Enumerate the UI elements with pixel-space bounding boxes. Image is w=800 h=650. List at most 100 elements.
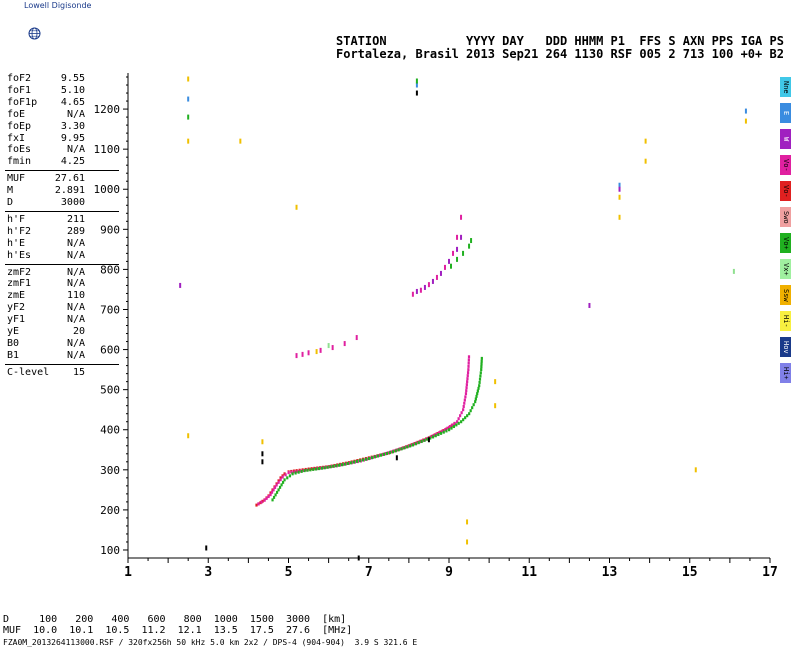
- echo-mark: [303, 469, 306, 473]
- echo-mark: [479, 371, 482, 375]
- echo-mark: [187, 114, 190, 120]
- param-value: 289: [66, 225, 85, 237]
- param-row-hf2: h'F2 289: [7, 226, 85, 238]
- x-tick-label: 1: [124, 565, 132, 580]
- param-row-fof2: foF2 9.55: [7, 73, 85, 85]
- param-row-ye: yE 20: [7, 326, 85, 338]
- param-row-fmin: fmin 4.25: [7, 156, 85, 168]
- param-name: D: [7, 197, 14, 208]
- echo-mark: [464, 395, 467, 399]
- echo-mark: [420, 440, 423, 444]
- echo-mark: [455, 423, 458, 427]
- echo-mark: [343, 462, 346, 466]
- echo-mark: [297, 470, 300, 474]
- param-row-fxi: fxI 9.95: [7, 133, 85, 145]
- echo-mark: [419, 287, 422, 293]
- echo-mark: [476, 389, 479, 393]
- echo-mark: [644, 158, 647, 164]
- echo-mark: [364, 457, 367, 461]
- echo-mark: [414, 442, 417, 446]
- echo-mark: [456, 256, 459, 262]
- echo-mark: [478, 384, 481, 388]
- param-name: fmin: [7, 156, 32, 168]
- param-value: N/A: [66, 237, 85, 249]
- param-name: zmF2: [7, 266, 32, 278]
- echo-mark: [277, 488, 280, 492]
- echo-mark: [427, 437, 430, 443]
- echo-mark: [329, 465, 332, 469]
- echo-mark: [396, 448, 399, 452]
- param-separator: [5, 263, 119, 265]
- param-row-m: M 2.891: [7, 185, 85, 197]
- y-tick-label: 200: [100, 504, 120, 517]
- echo-mark: [462, 404, 465, 408]
- legend-item: E: [780, 103, 791, 123]
- echo-mark: [494, 379, 497, 385]
- param-value: 3.30: [60, 120, 85, 132]
- echo-mark: [476, 392, 479, 396]
- echo-mark: [409, 444, 412, 448]
- legend-item: Ssw: [780, 285, 791, 305]
- echo-mark: [352, 460, 355, 464]
- echo-mark: [385, 451, 389, 455]
- echo-mark: [281, 480, 285, 484]
- echo-mark: [446, 426, 449, 430]
- param-row-muf: MUF 27.61: [7, 173, 85, 185]
- echo-mark: [187, 138, 190, 144]
- echo-mark: [394, 449, 397, 453]
- x-tick-label: 9: [445, 565, 453, 580]
- echo-mark: [453, 421, 456, 425]
- echo-mark: [456, 246, 459, 252]
- param-value: N/A: [66, 337, 85, 349]
- echo-mark: [255, 503, 258, 507]
- echo-mark: [467, 355, 471, 359]
- x-tick-label: 11: [521, 565, 537, 580]
- echo-mark: [370, 456, 373, 460]
- x-tick-label: 15: [682, 565, 698, 580]
- echo-mark: [466, 414, 469, 418]
- echo-mark: [415, 288, 418, 294]
- y-tick-label: 600: [100, 344, 120, 357]
- echo-mark: [494, 403, 497, 409]
- header-values: Fortaleza, Brasil 2013 Sep21 264 1130 RS…: [336, 47, 784, 61]
- echo-mark: [337, 463, 341, 467]
- param-name: foF1p: [7, 96, 38, 108]
- echo-mark: [373, 455, 376, 459]
- echo-mark: [390, 450, 393, 454]
- echo-mark: [434, 434, 437, 438]
- y-tick-label: 1000: [94, 183, 121, 196]
- echo-mark: [388, 451, 392, 455]
- echo-mark: [301, 351, 304, 357]
- echo-mark: [261, 451, 264, 457]
- echo-mark: [357, 555, 360, 561]
- echo-mark: [474, 397, 477, 401]
- echo-mark: [307, 350, 310, 356]
- echo-mark: [475, 394, 478, 398]
- echo-mark: [425, 437, 428, 441]
- param-name: B0: [7, 337, 20, 349]
- echo-mark: [480, 365, 483, 369]
- param-name: B1: [7, 349, 20, 361]
- param-separator: [5, 170, 119, 172]
- header-labels: STATION YYYY DAY DDD HHMM P1 FFS S AXN P…: [336, 34, 784, 48]
- echo-mark: [465, 389, 468, 393]
- echo-mark: [744, 118, 747, 124]
- echo-mark: [480, 362, 483, 366]
- y-tick-label: 400: [100, 424, 120, 437]
- echo-mark: [281, 475, 284, 479]
- param-value: 15: [72, 366, 85, 378]
- x-tick-label: 5: [285, 565, 293, 580]
- echo-mark: [423, 438, 426, 442]
- param-row-d: D 3000: [7, 197, 85, 209]
- param-name: M: [7, 185, 14, 197]
- echo-mark: [443, 428, 447, 432]
- param-row-zme: zmE 110: [7, 290, 85, 302]
- logo-text: Lowell Digisonde: [24, 1, 92, 10]
- echo-mark: [310, 467, 313, 471]
- echo-mark: [445, 429, 448, 433]
- param-row-zmf1: zmF1 N/A: [7, 278, 85, 290]
- param-value: 211: [66, 213, 85, 225]
- echo-mark: [279, 478, 282, 482]
- echo-mark: [618, 194, 621, 200]
- echo-mark: [452, 250, 455, 256]
